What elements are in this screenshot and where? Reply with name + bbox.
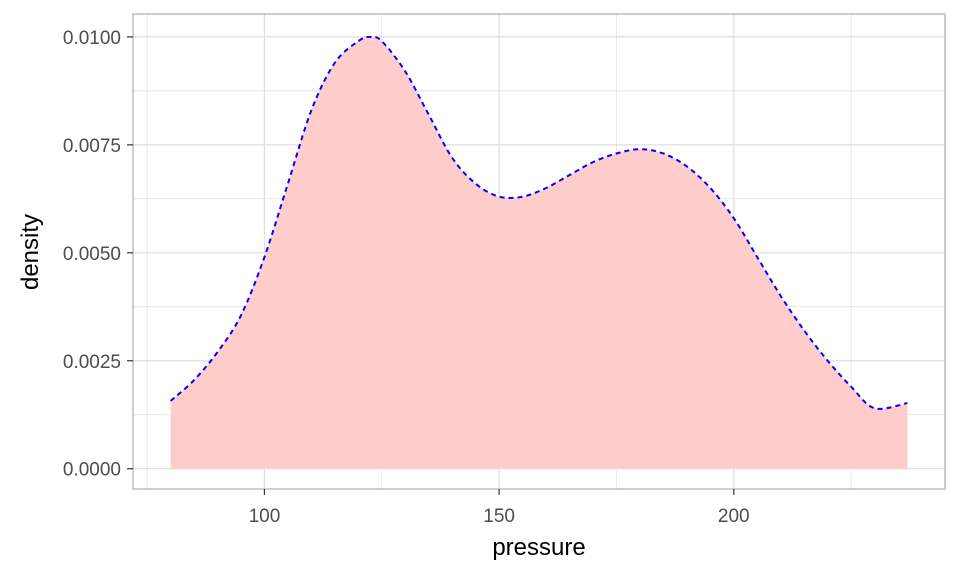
x-tick-label: 100 xyxy=(249,506,281,527)
x-axis-title: pressure xyxy=(492,534,585,561)
y-tick-label: 0.0100 xyxy=(63,28,121,49)
density-area xyxy=(170,36,908,469)
panel-border xyxy=(132,13,946,490)
y-axis-title: density xyxy=(17,214,44,290)
x-axis-ticks: 100 150 200 xyxy=(249,489,750,527)
y-tick-label: 0.0075 xyxy=(63,136,121,157)
y-tick-label: 0.0025 xyxy=(63,352,121,373)
y-tick-label: 0.0050 xyxy=(63,244,121,265)
density-line xyxy=(169,35,908,410)
x-tick-label: 150 xyxy=(483,506,515,527)
y-tick-label: 0.0000 xyxy=(63,460,121,481)
x-tick-label: 200 xyxy=(718,506,750,527)
y-axis-ticks: 0.0000 0.0025 0.0050 0.0075 0.0100 xyxy=(63,28,133,481)
